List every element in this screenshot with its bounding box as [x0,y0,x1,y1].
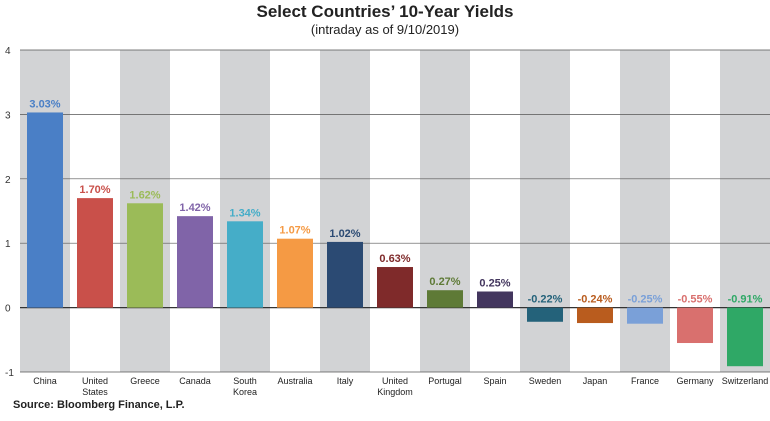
y-tick-label: 0 [5,304,11,315]
data-label: 1.42% [179,202,210,214]
y-tick-label: 2 [5,175,11,186]
bar [377,267,413,308]
x-category-label: South [233,376,257,386]
bar [627,307,663,324]
y-tick-label: 3 [5,110,11,121]
data-label: -0.55% [678,294,713,306]
data-label: 1.02% [329,228,360,240]
y-tick-label: 4 [5,46,11,57]
bars [27,112,763,367]
x-category-label: Portugal [428,376,462,386]
data-label: 1.34% [229,207,260,219]
data-label: 0.63% [379,253,410,265]
data-label: 1.62% [129,189,160,201]
column-band [520,50,570,372]
x-category-label: Japan [583,376,608,386]
data-label: -0.24% [578,294,613,306]
data-label: -0.91% [728,294,763,306]
bar [677,307,713,344]
bar [727,307,763,367]
bar [527,307,563,322]
x-category-label: United [82,376,108,386]
column-band [320,50,370,372]
x-category-label: France [631,376,659,386]
x-category-label: United [382,376,408,386]
bar [77,198,113,308]
x-category-label: Germany [676,376,714,386]
x-category-label: China [33,376,57,386]
x-category-label: Canada [179,376,211,386]
chart-subtitle: (intraday as of 9/10/2019) [310,22,460,37]
bar [427,290,463,308]
bar [327,241,363,308]
x-category-label: Switzerland [722,376,769,386]
y-axis-ticks: 4 3 2 1 0 -1 [5,46,14,379]
data-label: -0.25% [628,294,663,306]
data-label: 3.03% [29,98,60,110]
chart-title: Select Countries’ 10-Year Yields [256,2,514,21]
x-category-label: Greece [130,376,160,386]
column-bands [20,50,770,372]
bar [227,221,263,308]
bar [277,238,313,308]
x-category-label: Italy [337,376,354,386]
data-label: 1.70% [79,184,110,196]
bar [27,112,63,308]
data-labels: 3.03% 1.70% 1.62% 1.42% 1.34% 1.07% 1.02% 0.63%… [29,98,762,305]
x-category-label: Kingdom [377,387,413,397]
bar [127,203,163,308]
chart-source: Source: Bloomberg Finance, L.P. [13,399,185,411]
column-band [420,50,470,372]
x-category-label: Spain [483,376,506,386]
x-category-label: Sweden [529,376,562,386]
bar [577,307,613,324]
data-label: -0.22% [528,294,563,306]
data-label: 0.27% [429,276,460,288]
x-category-label: States [82,387,108,397]
bar [177,216,213,308]
x-category-label: Australia [277,376,312,386]
y-tick-label: -1 [5,368,14,379]
y-tick-label: 1 [5,239,11,250]
x-category-label: Korea [233,387,257,397]
column-band [220,50,270,372]
bar [477,291,513,308]
data-label: 1.07% [279,225,310,237]
data-label: 0.25% [479,278,510,290]
